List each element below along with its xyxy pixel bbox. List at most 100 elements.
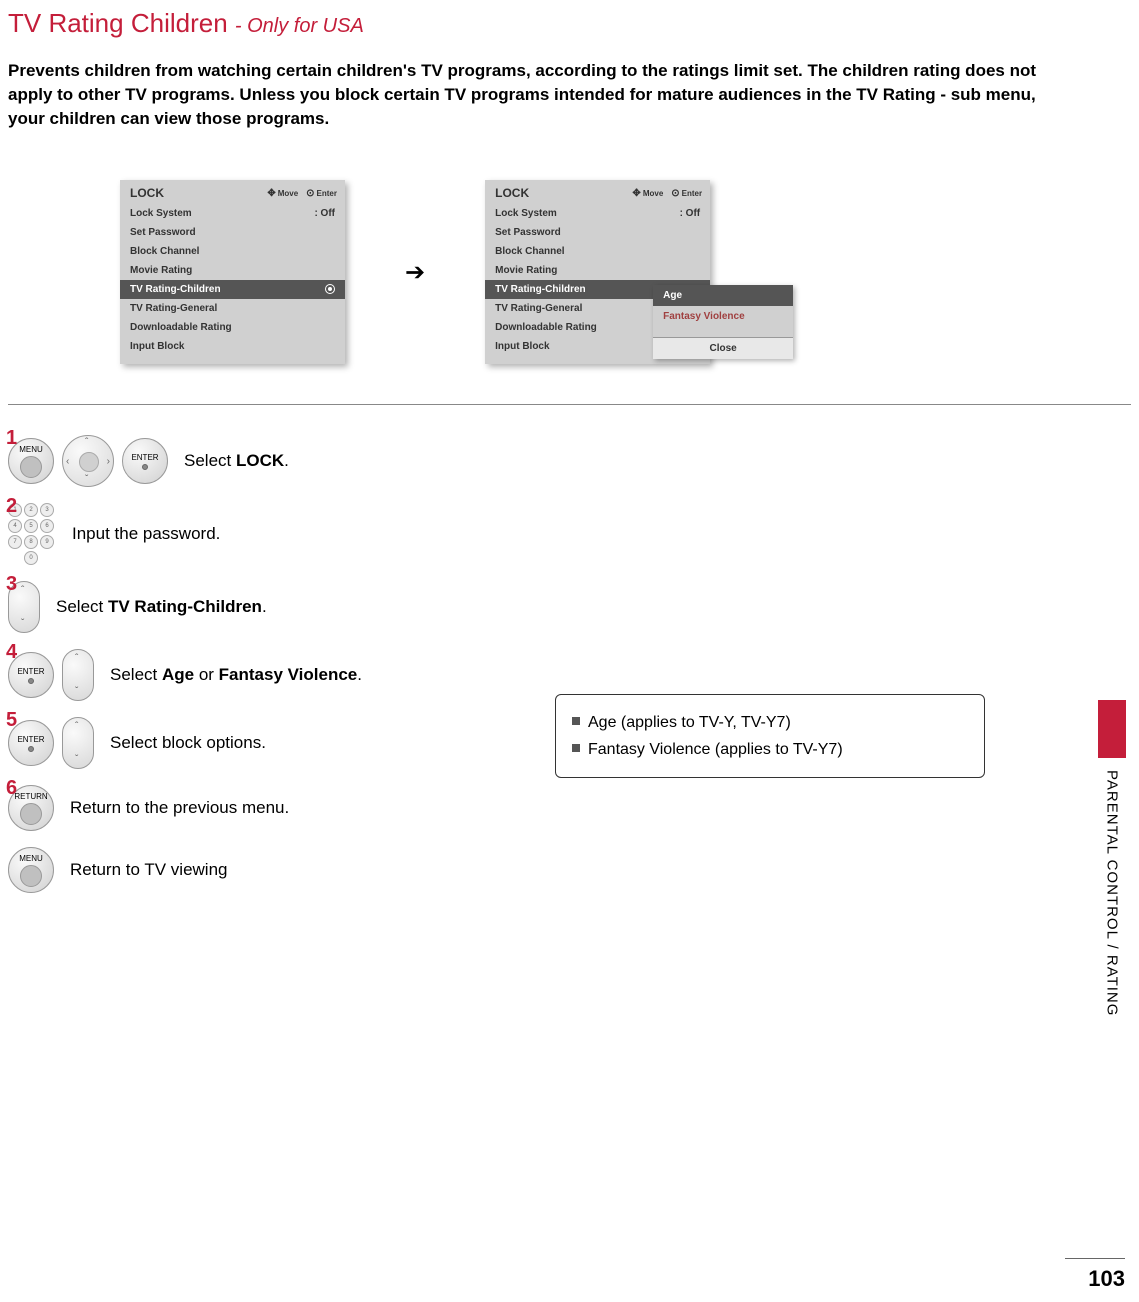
panel-item-label: TV Rating-Children [495,284,586,295]
menu-button-label: MENU [19,445,43,454]
page-title: TV Rating Children - Only for USA [0,0,1139,39]
key-6[interactable]: 6 [40,519,54,533]
enter-dot-icon [142,464,148,470]
step-text: Return to the previous menu. [62,798,289,818]
step-number: 2 [6,495,17,518]
chevron-down-icon: ˇ [75,754,78,765]
panel-item-label: Lock System [495,208,557,219]
key-5[interactable]: 5 [24,519,38,533]
panel-header: LOCK ✥Move ⊙Enter [120,180,345,204]
submenu-item-fantasy[interactable]: Fantasy Violence [653,306,793,327]
panel-item-label: TV Rating-General [130,303,217,314]
step-text: Return to TV viewing [62,860,227,880]
step-number: 1 [6,427,17,450]
submenu-close-button[interactable]: Close [653,337,793,359]
panel-item-label: Movie Rating [130,265,192,276]
section-divider [8,404,1131,405]
chevron-right-icon: › [107,456,110,467]
vertical-pad[interactable]: ˆ ˇ [62,717,94,769]
chevron-down-icon: ˇ [85,474,88,485]
radio-icon [325,284,335,294]
chevron-up-icon: ˆ [21,585,24,596]
step-number: 5 [6,709,17,732]
panel-item[interactable]: TV Rating-General [120,299,345,318]
step-text: Select Age or Fantasy Violence. [102,665,362,685]
panel-item[interactable]: TV Rating-Children [120,280,345,299]
enter-button-label: ENTER [17,735,44,744]
submenu-popup: Age Fantasy Violence Close [653,285,793,359]
chevron-left-icon: ‹ [66,456,69,467]
panel-title: LOCK [495,186,529,200]
arrow-right-icon: ➔ [405,258,425,287]
panel-item-label: Lock System [130,208,192,219]
panel-item-label: Set Password [130,227,196,238]
enter-button[interactable]: ENTER [122,438,168,484]
panel-title: LOCK [130,186,164,200]
step-text: Select TV Rating-Children. [48,597,267,617]
chevron-down-icon: ˇ [21,618,24,629]
step-3: 3 ˆ ˇ Select TV Rating-Children. [8,581,1139,633]
key-9[interactable]: 9 [40,535,54,549]
panel-item-label: Set Password [495,227,561,238]
info-row: Age (applies to TV-Y, TV-Y7) [572,709,968,736]
enter-button-label: ENTER [17,667,44,676]
step-text: Select LOCK. [176,451,289,471]
key-8[interactable]: 8 [24,535,38,549]
step-6: 6 RETURN Return to the previous menu. [8,785,1139,831]
move-hint: ✥Move [267,188,298,199]
panel-item[interactable]: Input Block [120,337,345,356]
info-line-2: Fantasy Violence (applies to TV-Y7) [588,736,843,763]
intro-paragraph: Prevents children from watching certain … [0,39,1080,130]
section-marker [1098,700,1126,758]
step-number: 6 [6,777,17,800]
menu-button[interactable]: MENU [8,847,54,893]
step-number: 4 [6,641,17,664]
enter-dot-icon [28,678,34,684]
dot-icon: ⊙ [306,188,314,199]
vertical-pad[interactable]: ˆ ˇ [62,649,94,701]
dpad-control[interactable]: ˆ ˇ ‹ › [62,435,114,487]
key-4[interactable]: 4 [8,519,22,533]
key-2[interactable]: 2 [24,503,38,517]
panel-item[interactable]: Lock System : Off [485,204,710,223]
panel-item-label: TV Rating-Children [130,284,221,295]
dot-icon: ⊙ [671,188,679,199]
step-1: 1 MENU ˆ ˇ ‹ › ENTER Select LOCK. [8,435,1139,487]
panel-item-label: Input Block [495,341,549,352]
nav-icon: ✥ [267,188,275,199]
nav-icon: ✥ [632,188,640,199]
panel-item-label: Block Channel [130,246,199,257]
enter-hint: ⊙Enter [671,188,702,199]
step-2: 2 123 456 789 0 Input the password. [8,503,1139,565]
info-row: Fantasy Violence (applies to TV-Y7) [572,736,968,763]
section-side-label: PARENTAL CONTROL / RATING [1097,700,1127,1060]
panel-item[interactable]: Lock System: Off [120,204,345,223]
panel-item[interactable]: Set Password [120,223,345,242]
button-cap [20,865,42,887]
key-0[interactable]: 0 [24,551,38,565]
info-line-1: Age (applies to TV-Y, TV-Y7) [588,709,791,736]
chevron-up-icon: ˆ [75,721,78,732]
panel-item-label: Input Block [130,341,184,352]
enter-dot-icon [28,746,34,752]
chevron-up-icon: ˆ [75,653,78,664]
step-text: Select block options. [102,733,266,753]
section-name: PARENTAL CONTROL / RATING [1104,758,1121,1016]
return-button-label: RETURN [14,792,47,801]
key-7[interactable]: 7 [8,535,22,549]
panel-item[interactable]: Block Channel [120,242,345,261]
panel-item[interactable]: Movie Rating [120,261,345,280]
button-cap [20,803,42,825]
panel-header: LOCK ✥Move ⊙Enter [485,180,710,204]
key-3[interactable]: 3 [40,503,54,517]
panel-item[interactable]: Block Channel [485,242,710,261]
step-7: MENU Return to TV viewing [8,847,1139,893]
panel-item[interactable]: Downloadable Rating [120,318,345,337]
panel-item[interactable]: Movie Rating [485,261,710,280]
panel-item[interactable]: Set Password [485,223,710,242]
info-box: Age (applies to TV-Y, TV-Y7) Fantasy Vio… [555,694,985,778]
lock-panel-after: LOCK ✥Move ⊙Enter Lock System : Off Set Pa… [485,180,710,364]
submenu-item-age[interactable]: Age [653,285,793,306]
dpad-center [79,452,99,472]
panel-item-value: : Off [680,208,701,219]
